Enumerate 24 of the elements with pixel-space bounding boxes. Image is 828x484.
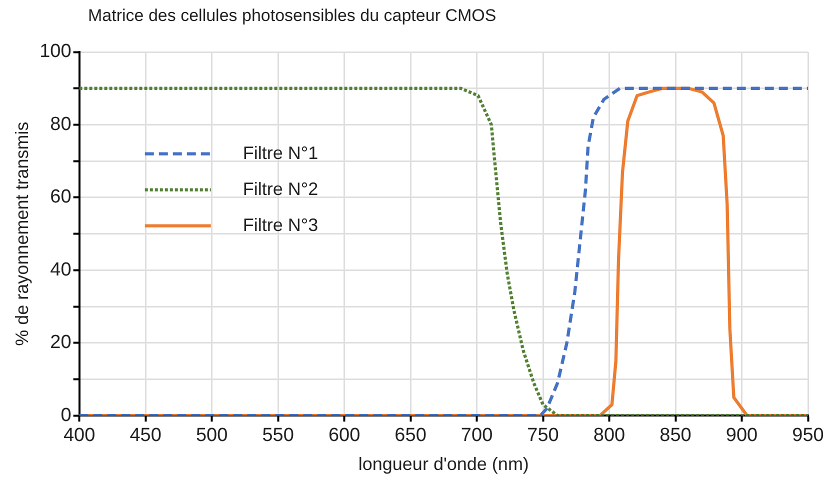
x-tick-label: 400: [63, 425, 96, 446]
y-tick-label: 0: [60, 404, 72, 426]
x-tick-label: 750: [527, 425, 559, 446]
x-tick-label: 700: [460, 425, 493, 446]
x-tick-label: 850: [660, 425, 692, 446]
y-tick-label: 100: [40, 41, 72, 62]
x-tick-label: 900: [726, 425, 758, 446]
x-tick-label: 600: [328, 425, 360, 446]
x-tick-label: 950: [792, 425, 824, 446]
x-axis-title: longueur d'onde (nm): [358, 454, 529, 474]
x-tick-label: 650: [394, 425, 426, 446]
chart-title: Matrice des cellules photosensibles du capteur CMOS: [88, 6, 496, 26]
x-tick-label: 500: [196, 425, 228, 446]
legend-label: Filtre N°1: [242, 142, 318, 163]
y-tick-label: 80: [50, 114, 72, 135]
y-tick-label: 40: [50, 259, 72, 280]
legend-label: Filtre N°2: [242, 178, 318, 199]
x-tick-label: 450: [130, 425, 162, 446]
x-tick-label: 800: [593, 425, 626, 446]
y-tick-label: 60: [50, 186, 72, 208]
legend-label: Filtre N°3: [242, 214, 318, 235]
x-tick-label: 550: [262, 425, 294, 446]
y-axis-title: % de rayonnement transmis: [12, 122, 32, 346]
y-tick-label: 20: [50, 332, 72, 354]
